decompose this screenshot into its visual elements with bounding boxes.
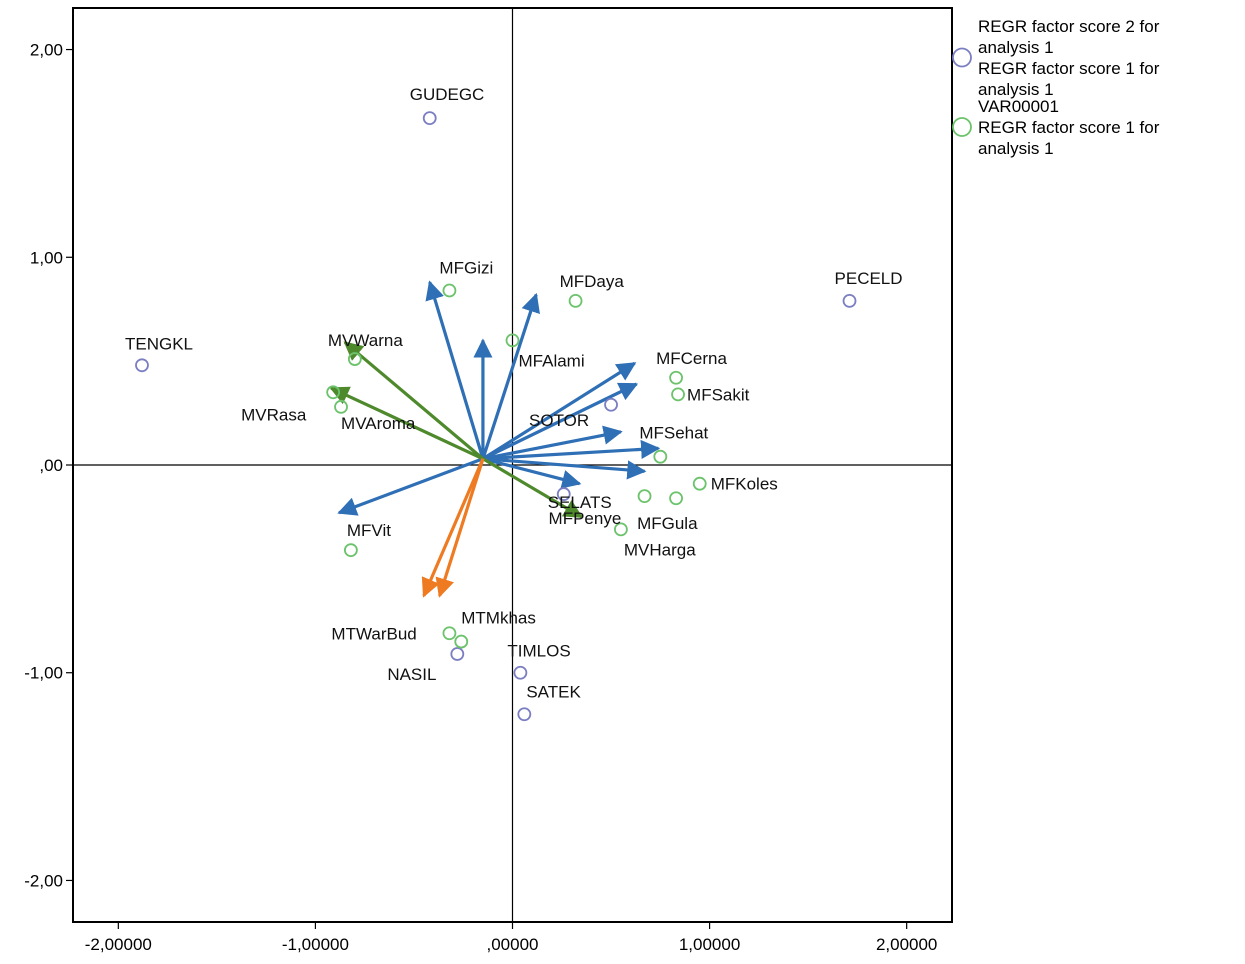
x-axis: -2,00000 -1,00000 ,00000 1,00000 2,00000 bbox=[85, 922, 937, 954]
attribute-point bbox=[692, 476, 707, 491]
point-label: SATEK bbox=[526, 682, 581, 701]
orange-vector-arrow bbox=[421, 458, 485, 598]
object-point bbox=[450, 647, 465, 661]
point-label: MFDaya bbox=[560, 272, 625, 291]
point-label: MFGula bbox=[637, 514, 698, 533]
point-label: MVRasa bbox=[241, 405, 307, 424]
point-label: MTMkhas bbox=[461, 609, 536, 628]
point-label-layer: GUDEGC TENGKL PECELD SOTOR SELATS NASIL TIMLOS… bbox=[125, 85, 903, 701]
point-label: SELATS bbox=[548, 493, 612, 512]
y-tick-label: ,00 bbox=[39, 456, 63, 475]
object-point bbox=[604, 397, 618, 412]
point-label: MVAroma bbox=[341, 414, 416, 433]
legend-text: REGR factor score 2 for bbox=[978, 17, 1160, 36]
object-point bbox=[556, 487, 571, 501]
point-layer bbox=[135, 111, 857, 722]
object-point bbox=[517, 707, 532, 722]
legend-marker bbox=[952, 47, 972, 68]
point-label: MTWarBud bbox=[331, 624, 416, 643]
legend-text: analysis 1 bbox=[978, 38, 1054, 57]
green-vector-arrow bbox=[343, 341, 484, 460]
x-tick-label: 1,00000 bbox=[679, 935, 740, 954]
attribute-point bbox=[671, 387, 685, 402]
attribute-point bbox=[568, 293, 583, 308]
green-vector-arrow bbox=[482, 457, 584, 519]
blue-vector-arrow bbox=[481, 292, 540, 460]
point-label: NASIL bbox=[387, 665, 436, 684]
attribute-point bbox=[637, 489, 652, 504]
point-label: MFCerna bbox=[656, 349, 727, 368]
point-label: MFKoles bbox=[711, 475, 778, 494]
blue-vector-arrow bbox=[482, 457, 647, 480]
orange-vector-arrow bbox=[435, 458, 485, 598]
green-vector-arrow bbox=[329, 386, 484, 461]
object-point bbox=[135, 358, 149, 373]
legend-text: analysis 1 bbox=[978, 80, 1054, 99]
point-label: MFGizi bbox=[439, 259, 493, 278]
blue-vector-arrow bbox=[482, 361, 637, 461]
blue-vector-arrow bbox=[482, 439, 661, 461]
y-tick-label: 2,00 bbox=[30, 41, 63, 60]
x-tick-label: ,00000 bbox=[487, 935, 539, 954]
blue-vector-arrow bbox=[482, 425, 623, 461]
attribute-point bbox=[347, 352, 362, 366]
point-label: TIMLOS bbox=[507, 642, 570, 661]
object-point bbox=[842, 293, 857, 308]
point-label: GUDEGC bbox=[410, 85, 485, 104]
attribute-point bbox=[442, 626, 457, 641]
point-label: MVHarga bbox=[624, 540, 696, 559]
legend: REGR factor score 2 for analysis 1 REGR f… bbox=[952, 17, 1160, 158]
attribute-point bbox=[505, 333, 520, 348]
point-label: MFPenye bbox=[549, 509, 622, 528]
y-tick-label: 1,00 bbox=[30, 248, 63, 267]
y-tick-label: -2,00 bbox=[24, 871, 63, 890]
attribute-point bbox=[343, 543, 358, 558]
point-label: MFSakit bbox=[687, 385, 750, 404]
blue-vector-arrow bbox=[425, 280, 485, 460]
legend-marker bbox=[952, 117, 972, 137]
blue-vector-arrow bbox=[482, 382, 639, 461]
y-tick-label: -1,00 bbox=[24, 664, 63, 683]
legend-text: analysis 1 bbox=[978, 139, 1054, 158]
point-label: MVWarna bbox=[328, 331, 403, 350]
blue-vector-arrow bbox=[337, 457, 484, 516]
x-tick-label: -1,00000 bbox=[282, 935, 349, 954]
arrow-layer bbox=[329, 280, 661, 598]
attribute-point bbox=[613, 522, 628, 537]
point-label: PECELD bbox=[835, 269, 903, 288]
attribute-point bbox=[442, 283, 457, 298]
legend-text: REGR factor score 1 for bbox=[978, 59, 1160, 78]
object-point bbox=[513, 665, 528, 680]
point-label: MFVit bbox=[347, 521, 391, 540]
x-tick-label: 2,00000 bbox=[876, 935, 937, 954]
attribute-point bbox=[669, 491, 683, 506]
point-label: TENGKL bbox=[125, 334, 193, 353]
attribute-point bbox=[653, 449, 668, 464]
point-label: MFAlami bbox=[519, 351, 585, 370]
legend-text: VAR00001 bbox=[978, 97, 1059, 116]
blue-vector-arrow bbox=[482, 457, 582, 489]
attribute-point bbox=[326, 385, 341, 400]
x-tick-label: -2,00000 bbox=[85, 935, 152, 954]
legend-text: REGR factor score 1 for bbox=[978, 118, 1160, 137]
point-label: MFSehat bbox=[639, 424, 708, 443]
attribute-point bbox=[669, 370, 683, 385]
attribute-point bbox=[334, 399, 348, 414]
point-label: SOTOR bbox=[529, 411, 589, 430]
y-axis: 2,00 1,00 ,00 -1,00 -2,00 bbox=[24, 41, 73, 890]
attribute-point bbox=[454, 634, 469, 649]
object-point bbox=[422, 111, 437, 125]
